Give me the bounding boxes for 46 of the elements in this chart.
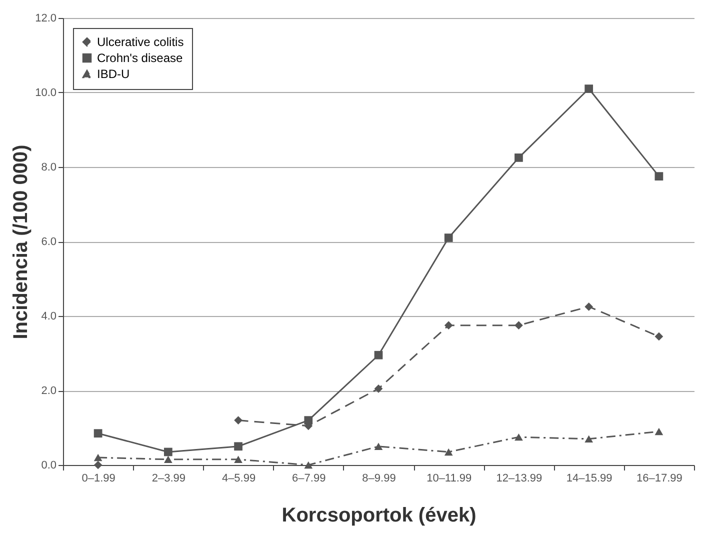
y-tick-label: 4.0 [41, 310, 56, 322]
point [444, 234, 453, 242]
x-tick-label: 8–9.99 [362, 472, 396, 484]
y-tick-label: 12.0 [35, 12, 56, 24]
x-tick-label: 14–15.99 [566, 472, 612, 484]
x-tick-label: 2–3.99 [152, 472, 186, 484]
legend-label: Ulcerative colitis [97, 35, 184, 49]
point [654, 332, 664, 341]
point [94, 429, 102, 438]
point [584, 84, 594, 93]
y-tick-label: 6.0 [41, 236, 56, 248]
point [94, 454, 102, 462]
x-axis-title: Korcsoportok (évek) [282, 504, 476, 526]
point [444, 448, 453, 456]
y-axis-title: Incidencia (/100 000) [10, 144, 32, 340]
point [514, 154, 523, 162]
point [514, 321, 523, 330]
point [304, 461, 313, 469]
y-tick-label: 0.0 [41, 460, 56, 472]
y-tick-label: 8.0 [41, 162, 56, 174]
point [374, 384, 383, 393]
point [374, 350, 383, 360]
point [164, 456, 172, 464]
point [234, 456, 242, 464]
point [234, 416, 242, 424]
point [514, 433, 523, 441]
point [374, 442, 383, 450]
point [234, 442, 242, 451]
point [584, 435, 594, 443]
x-tick-label: 12–13.99 [496, 472, 542, 484]
point [654, 428, 664, 436]
point [444, 321, 453, 330]
point [94, 460, 102, 470]
point [164, 448, 172, 456]
legend-label: IBD-U [97, 67, 130, 81]
x-tick-label: 16–17.99 [636, 472, 682, 484]
x-tick-label: 0–1.99 [82, 472, 116, 484]
point [654, 172, 664, 180]
y-tick-label: 2.0 [41, 385, 56, 397]
point [304, 416, 313, 424]
x-tick-label: 10–11.99 [426, 472, 472, 484]
y-tick-label: 10.0 [35, 87, 56, 99]
point [584, 302, 594, 311]
x-tick-label: 4–5.99 [222, 472, 256, 484]
legend-label: Crohn's disease [97, 51, 183, 65]
x-tick-label: 6–7.99 [292, 472, 326, 484]
